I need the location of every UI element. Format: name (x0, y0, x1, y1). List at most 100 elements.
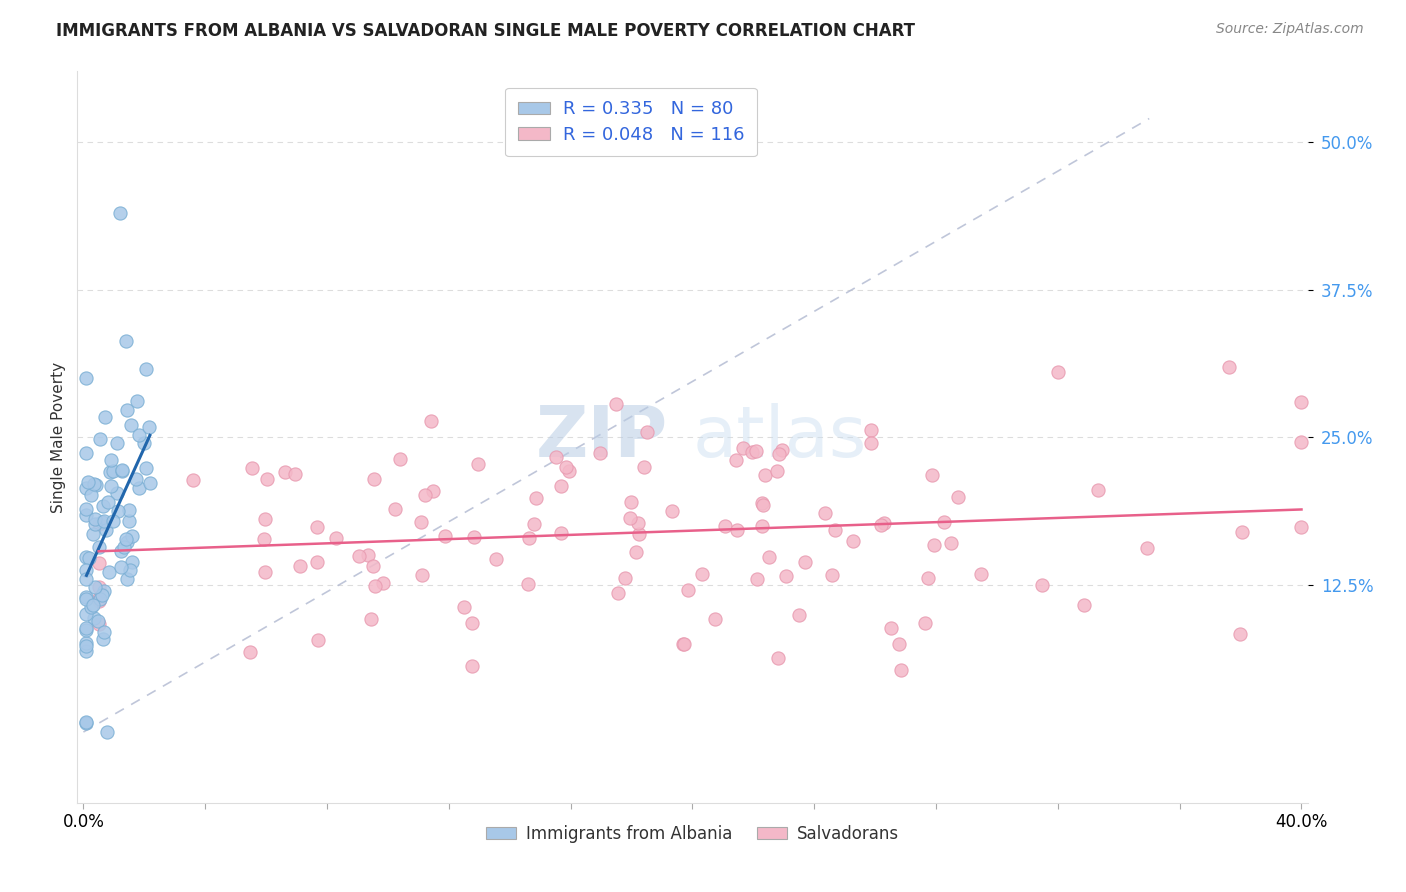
Point (360, 611, 382, 625)
Point (411, 568, 433, 582)
Point (1046, 365, 1069, 379)
Point (751, 519, 773, 533)
Point (110, 464, 132, 478)
Point (115, 334, 138, 348)
Point (125, 472, 148, 486)
Point (115, 402, 138, 417)
Legend: Immigrants from Albania, Salvadorans: Immigrants from Albania, Salvadorans (479, 818, 905, 849)
Point (676, 582, 699, 597)
Point (364, 579, 387, 593)
Text: ZIP: ZIP (536, 402, 668, 472)
Point (93, 514, 115, 528)
Point (752, 499, 775, 513)
Point (84, 512, 107, 526)
Point (75, 607, 97, 621)
Point (413, 488, 436, 502)
Point (75, 549, 97, 564)
Point (89, 591, 111, 606)
Point (128, 428, 150, 442)
Point (1031, 578, 1053, 592)
Point (87, 557, 110, 571)
Point (546, 450, 568, 465)
Y-axis label: Single Male Poverty: Single Male Poverty (51, 361, 66, 513)
Point (183, 473, 205, 487)
Point (83, 611, 105, 625)
Point (87, 591, 110, 605)
Point (98, 465, 121, 479)
Point (1136, 541, 1159, 556)
Point (120, 417, 142, 432)
Point (84, 580, 107, 594)
Point (524, 491, 547, 505)
Point (96, 725, 118, 739)
Point (93, 632, 115, 647)
Point (89, 432, 111, 446)
Point (821, 567, 844, 582)
Point (134, 461, 156, 475)
Point (75, 502, 97, 516)
Point (110, 544, 132, 558)
Point (422, 483, 444, 498)
Point (75, 572, 97, 586)
Point (517, 531, 540, 545)
Point (661, 504, 683, 518)
Point (253, 565, 276, 579)
Point (75, 643, 97, 657)
Point (325, 531, 347, 545)
Point (75, 446, 97, 460)
Point (75, 371, 97, 385)
Point (75, 715, 97, 730)
Point (127, 394, 149, 409)
Point (82, 527, 104, 541)
Point (703, 612, 725, 626)
Point (766, 464, 789, 478)
Point (97, 494, 120, 508)
Point (77, 550, 100, 565)
Point (628, 527, 651, 541)
Point (94, 523, 117, 537)
Point (1291, 395, 1313, 409)
Point (75, 508, 97, 523)
Point (93, 584, 115, 599)
Point (121, 529, 143, 543)
Point (84, 517, 107, 532)
Point (283, 467, 305, 482)
Point (744, 444, 766, 458)
Point (77, 475, 100, 489)
Point (775, 569, 797, 583)
Point (87, 580, 110, 594)
Point (939, 536, 962, 550)
Point (860, 424, 883, 438)
Point (589, 446, 612, 460)
Point (770, 443, 793, 458)
Point (120, 563, 142, 577)
Point (673, 637, 696, 651)
Point (80, 487, 103, 501)
Point (384, 502, 406, 516)
Text: Source: ZipAtlas.com: Source: ZipAtlas.com (1216, 22, 1364, 37)
Point (75, 636, 97, 650)
Point (361, 559, 384, 574)
Point (873, 516, 896, 530)
Point (787, 607, 810, 622)
Point (389, 452, 412, 467)
Point (91, 588, 114, 602)
Point (75, 624, 97, 638)
Point (256, 472, 278, 486)
Point (624, 545, 647, 559)
Point (461, 659, 484, 673)
Point (932, 515, 955, 529)
Point (118, 502, 141, 516)
Point (620, 495, 643, 509)
Point (614, 571, 637, 585)
Point (633, 460, 655, 475)
Point (239, 645, 262, 659)
Point (274, 465, 297, 479)
Point (880, 621, 903, 635)
Point (516, 577, 538, 591)
Point (741, 445, 763, 459)
Point (79, 599, 101, 614)
Point (1230, 525, 1253, 540)
Point (751, 495, 773, 509)
Point (101, 465, 124, 479)
